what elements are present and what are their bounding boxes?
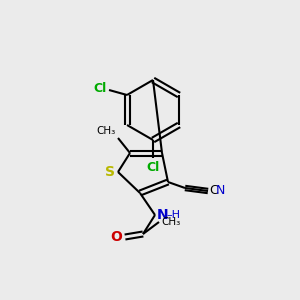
Text: –H: –H [166,210,180,220]
Text: Cl: Cl [146,161,160,174]
Text: O: O [110,230,122,244]
Text: CH₃: CH₃ [97,126,116,136]
Text: Cl: Cl [94,82,107,95]
Text: CH₃: CH₃ [161,217,180,227]
Text: C: C [209,184,218,196]
Text: S: S [105,165,115,179]
Text: N: N [157,208,169,222]
Text: N: N [216,184,225,196]
